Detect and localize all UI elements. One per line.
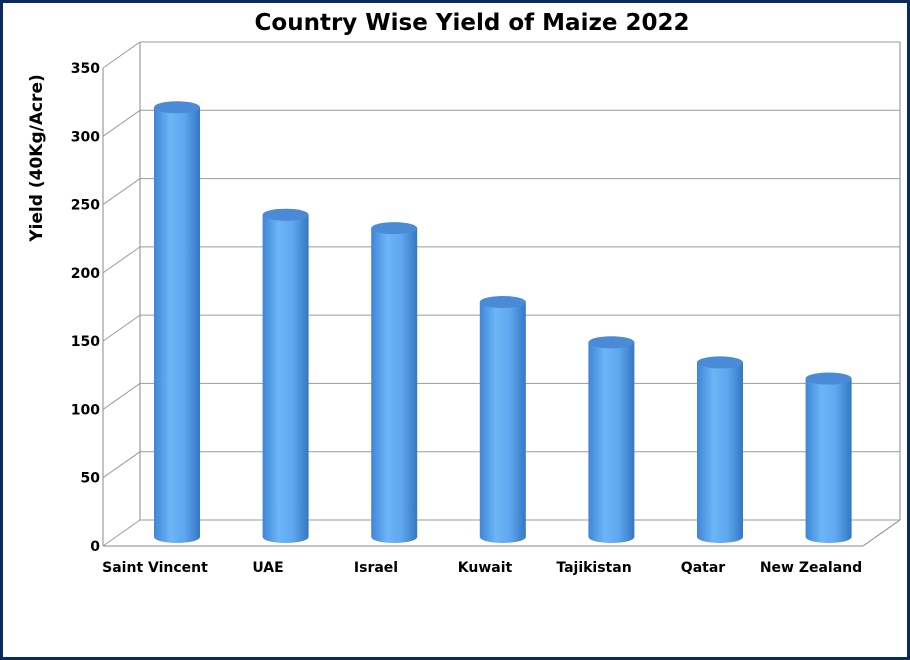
bar-top	[697, 356, 743, 369]
gridline-side-250	[102, 178, 141, 205]
y-tick-label: 250	[71, 198, 100, 214]
gridline-side-50	[102, 451, 141, 479]
bar-israel	[371, 222, 418, 543]
bar-body	[697, 362, 743, 543]
chart-title: Country Wise Yield of Maize 2022	[255, 10, 690, 36]
x-axis-ticks: Saint Vincent UAE Israel Kuwait Tajikistan Qa…	[102, 560, 862, 576]
x-tick-label: Qatar	[681, 560, 725, 576]
bar-tajikistan	[588, 336, 635, 543]
bar-qatar	[697, 356, 743, 543]
y-axis-label: Yield (40Kg/Acre)	[27, 74, 47, 242]
bar-kuwait	[479, 296, 526, 543]
bar-chart: Country Wise Yield of Maize 2022 0 50 100 1…	[27, 10, 901, 576]
y-axis-ticks: 0 50 100 150 200 250 300 350	[71, 61, 100, 555]
y-tick-label: 300	[71, 129, 100, 145]
bar-body	[154, 107, 200, 544]
bar-new-zealand	[805, 372, 852, 543]
y-tick-label: 50	[81, 471, 101, 487]
y-tick-label: 200	[71, 266, 100, 282]
x-tick-label: Saint Vincent	[102, 560, 208, 576]
bars	[154, 101, 852, 544]
gridline-side-100	[102, 383, 141, 410]
gridline-side-150	[102, 314, 141, 342]
bar-body	[588, 342, 635, 543]
bar-top	[154, 101, 200, 114]
bar-top	[588, 336, 635, 349]
x-tick-label: Tajikistan	[556, 560, 631, 576]
bar-top	[805, 372, 852, 385]
bar-top	[262, 208, 309, 221]
bar-uae	[262, 208, 309, 543]
gridline-side-300	[102, 109, 141, 137]
x-tick-label: Kuwait	[458, 560, 513, 576]
bar-saint-vincent	[154, 101, 200, 544]
bar-body	[262, 214, 309, 543]
y-tick-label: 0	[90, 539, 100, 555]
x-tick-label: UAE	[252, 560, 283, 576]
bar-body	[479, 302, 526, 543]
y-tick-label: 150	[71, 334, 100, 350]
bar-body	[371, 228, 418, 543]
gridline-side-350	[102, 41, 141, 69]
y-tick-label: 100	[71, 402, 100, 418]
gridline-side-0	[102, 519, 141, 547]
floor-right-edge	[862, 519, 901, 547]
y-tick-label: 350	[71, 61, 100, 77]
x-tick-label: New Zealand	[760, 560, 862, 576]
gridline-side-200	[102, 246, 141, 274]
bar-top	[479, 296, 526, 308]
bar-top	[371, 222, 418, 235]
x-tick-label: Israel	[354, 560, 398, 576]
bar-body	[805, 378, 852, 543]
